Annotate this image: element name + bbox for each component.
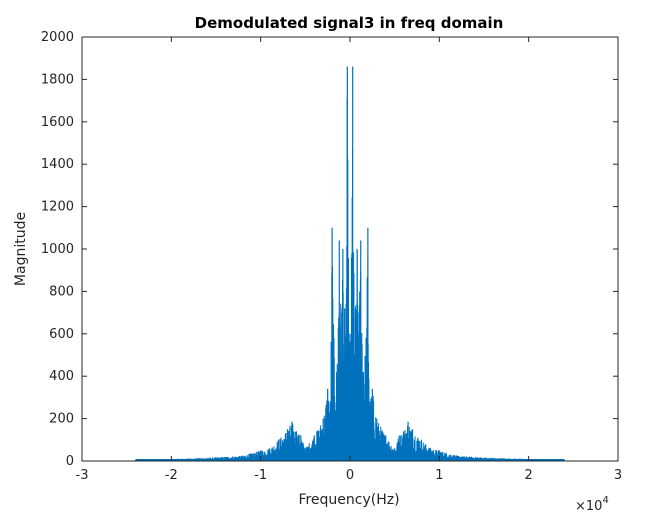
x-tick-label: -2: [165, 468, 178, 483]
y-tick-label: 1000: [41, 242, 74, 257]
y-tick-label: 0: [66, 454, 74, 469]
x-axis-label: Frequency(Hz): [298, 492, 399, 508]
y-tick-label: 1600: [41, 115, 74, 130]
y-tick-label: 800: [49, 284, 74, 299]
y-tick-label: 1400: [41, 157, 74, 172]
x-tick-label: 3: [614, 468, 622, 483]
x-tick-label: -1: [254, 468, 267, 483]
x-tick-label: 2: [525, 468, 533, 483]
y-tick-label: 200: [49, 412, 74, 427]
y-tick-label: 400: [49, 369, 74, 384]
x-exponent-label: ×104: [575, 495, 609, 514]
y-axis-label: Magnitude: [13, 212, 29, 286]
chart-title: Demodulated signal3 in freq domain: [195, 14, 504, 32]
x-tick-label: 1: [435, 468, 443, 483]
y-tick-label: 1800: [41, 72, 74, 87]
x-tick-label: 0: [346, 468, 354, 483]
y-tick-label: 600: [49, 327, 74, 342]
y-tick-label: 2000: [41, 30, 74, 45]
y-tick-label: 1200: [41, 200, 74, 215]
x-tick-label: -3: [76, 468, 89, 483]
